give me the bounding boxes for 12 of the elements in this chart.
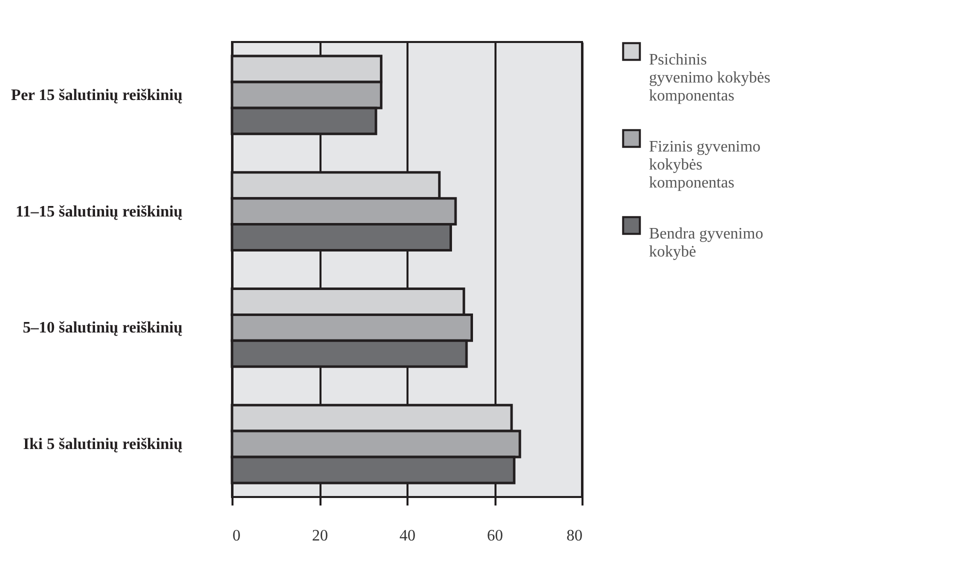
x-tick-label: 0 <box>232 528 240 544</box>
y-tick-label: Per 15 šalutinių reiškinių <box>11 86 183 104</box>
legend-label: Fizinis gyvenimo kokybės komponentas <box>649 138 761 192</box>
y-tick-label: Iki 5 šalutinių reiškinių <box>23 436 183 454</box>
legend-label: Psichinis gyvenimo kokybės komponentas <box>649 52 770 104</box>
x-tick-label: 40 <box>400 528 416 544</box>
x-tick-label: 20 <box>312 528 328 544</box>
y-tick-label: 11–15 šalutinių reiškinių <box>16 203 183 220</box>
x-tick-label: 80 <box>566 528 582 544</box>
x-tick-label: 60 <box>487 528 503 544</box>
y-tick-label: 5–10 šalutinių reiškinių <box>22 320 183 337</box>
legend-label: Bendra gyvenimo kokybė <box>649 226 764 260</box>
